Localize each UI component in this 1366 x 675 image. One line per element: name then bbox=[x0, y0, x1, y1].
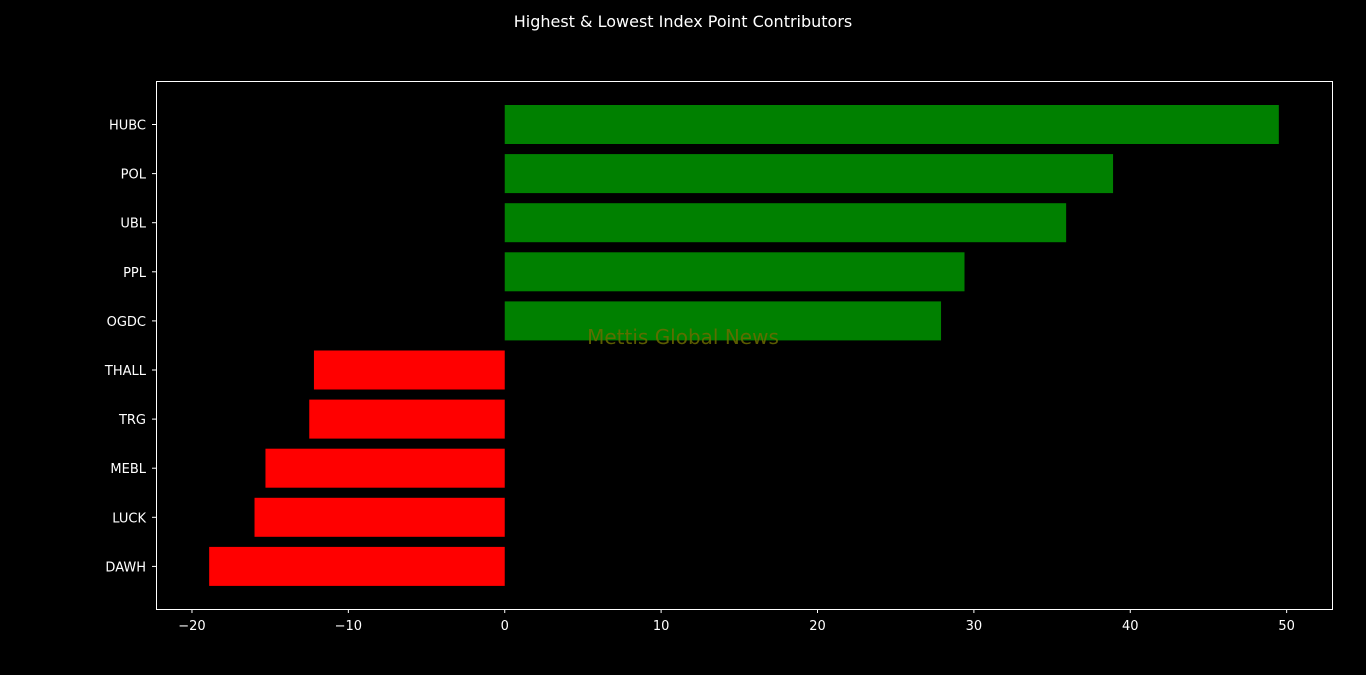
y-tick-label: LUCK bbox=[112, 511, 146, 526]
bar-mebl bbox=[265, 448, 505, 488]
y-tick-label: MEBL bbox=[110, 462, 146, 477]
bar-ubl bbox=[504, 203, 1067, 243]
bar-trg bbox=[309, 399, 505, 439]
watermark: Mettis Global News bbox=[587, 325, 779, 349]
x-tick-label: −20 bbox=[178, 619, 205, 634]
y-tick-label: THALL bbox=[104, 364, 147, 379]
x-tick-label: 20 bbox=[809, 619, 826, 634]
x-tick-label: 50 bbox=[1278, 619, 1295, 634]
bars-group bbox=[209, 105, 1279, 586]
y-tick-label: POL bbox=[121, 168, 147, 183]
axes-frame bbox=[156, 81, 1333, 610]
x-tick-label: 0 bbox=[501, 619, 509, 634]
bar-dawh bbox=[209, 546, 505, 586]
chart-title: Highest & Lowest Index Point Contributor… bbox=[514, 12, 853, 31]
bar-pol bbox=[504, 154, 1114, 194]
bar-ppl bbox=[504, 252, 965, 292]
x-tick-label: 10 bbox=[653, 619, 670, 634]
x-axis: −20 −10 0 10 20 30 40 50 bbox=[178, 609, 1295, 634]
bar-hubc bbox=[504, 105, 1279, 144]
y-axis: HUBC POL UBL PPL OGDC THALL TRG MEBL LUCK DAWH bbox=[104, 119, 156, 575]
x-tick-label: 30 bbox=[966, 619, 983, 634]
bar-thall bbox=[313, 350, 505, 390]
bar-luck bbox=[254, 497, 505, 537]
y-tick-label: PPL bbox=[123, 266, 147, 281]
y-tick-label: TRG bbox=[118, 413, 146, 428]
bar-ogdc bbox=[504, 301, 942, 341]
y-tick-label: UBL bbox=[120, 217, 146, 232]
y-tick-label: DAWH bbox=[105, 560, 146, 575]
y-tick-label: HUBC bbox=[109, 119, 146, 134]
x-tick-label: 40 bbox=[1122, 619, 1139, 634]
x-tick-label: −10 bbox=[335, 619, 362, 634]
y-tick-label: OGDC bbox=[107, 315, 146, 330]
